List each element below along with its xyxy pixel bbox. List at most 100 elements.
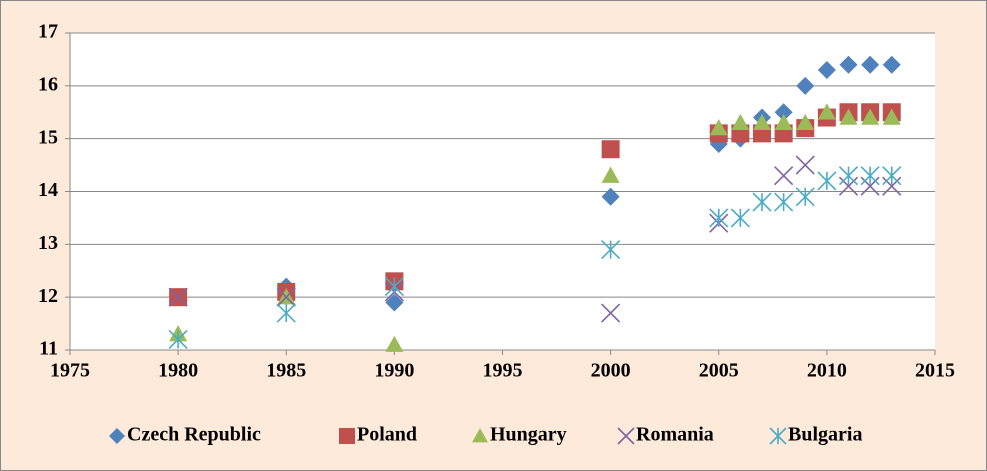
triangle <box>753 113 771 131</box>
triangle <box>882 108 901 125</box>
marker <box>168 287 188 307</box>
diamond <box>601 187 620 206</box>
cross <box>774 166 794 186</box>
cross <box>709 208 729 228</box>
marker <box>601 166 620 183</box>
marker <box>861 55 880 74</box>
marker <box>774 113 793 131</box>
marker <box>882 55 901 74</box>
marker <box>276 287 296 307</box>
marker <box>753 113 771 131</box>
diamond <box>817 60 836 79</box>
marker <box>617 427 635 445</box>
marker <box>774 166 794 186</box>
cross <box>752 192 772 212</box>
legend-label: Czech Republic <box>127 424 261 446</box>
marker <box>730 208 750 228</box>
triangle <box>472 428 488 443</box>
cross <box>276 303 296 323</box>
x-tick-label: 1995 <box>483 360 523 382</box>
cross <box>817 171 837 191</box>
marker <box>774 192 794 212</box>
marker <box>882 166 902 186</box>
triangle <box>817 103 836 120</box>
cross <box>601 303 621 323</box>
diamond <box>839 55 858 74</box>
marker <box>109 428 125 444</box>
marker <box>839 55 858 74</box>
cross <box>168 329 188 349</box>
x-tick-label: 1990 <box>374 360 414 382</box>
legend-label: Bulgaria <box>788 424 862 446</box>
cross <box>384 277 404 297</box>
triangle <box>731 113 750 131</box>
x-tick-label: 2010 <box>807 360 847 382</box>
cross <box>276 287 296 307</box>
marker <box>339 428 355 444</box>
cross <box>617 427 635 445</box>
diamond <box>861 55 880 74</box>
square <box>339 428 355 444</box>
cross <box>860 176 880 196</box>
cross <box>168 287 188 307</box>
y-tick-label: 14 <box>38 179 58 201</box>
diamond <box>796 76 815 95</box>
marker <box>882 108 901 125</box>
diamond <box>882 55 901 74</box>
x-tick-label: 1975 <box>50 360 90 382</box>
marker <box>795 155 815 175</box>
triangle <box>796 113 815 131</box>
y-tick-label: 17 <box>38 21 58 43</box>
marker <box>752 192 772 212</box>
marker <box>601 140 620 159</box>
marker <box>817 171 837 191</box>
y-tick-label: 13 <box>38 232 58 254</box>
legend-label: Hungary <box>490 424 567 446</box>
triangle <box>709 119 728 136</box>
cross <box>860 166 880 186</box>
marker <box>601 240 621 260</box>
x-tick-label: 2015 <box>915 360 955 382</box>
marker <box>384 277 404 297</box>
marker <box>385 293 404 312</box>
marker <box>861 108 880 125</box>
cross <box>838 176 859 196</box>
y-tick-label: 12 <box>38 285 58 307</box>
diamond <box>109 428 125 444</box>
marker <box>709 208 729 228</box>
triangle <box>839 108 858 125</box>
x-tick-label: 1980 <box>158 360 198 382</box>
cross <box>601 240 621 260</box>
marker <box>838 176 859 196</box>
marker <box>385 335 404 352</box>
marker <box>817 60 836 79</box>
x-tick-label: 2000 <box>591 360 631 382</box>
marker <box>860 166 880 186</box>
marker <box>472 428 488 443</box>
marker <box>601 303 621 323</box>
triangle <box>601 166 620 183</box>
triangle <box>861 108 880 125</box>
cross <box>795 155 815 175</box>
marker <box>838 166 859 186</box>
marker <box>795 187 815 207</box>
y-tick-label: 15 <box>38 126 58 148</box>
marker <box>817 103 836 120</box>
cross <box>838 166 859 186</box>
legend-label: Romania <box>636 424 714 446</box>
marker <box>839 108 858 125</box>
diamond <box>385 293 404 312</box>
cross <box>882 166 902 186</box>
y-tick-label: 16 <box>38 73 58 95</box>
marker <box>860 176 880 196</box>
marker <box>168 329 188 349</box>
marker <box>276 303 296 323</box>
marker <box>796 76 815 95</box>
marker <box>774 103 793 122</box>
marker <box>731 113 750 131</box>
marker <box>709 119 728 136</box>
square <box>601 140 620 159</box>
cross <box>795 187 815 207</box>
x-tick-label: 2005 <box>699 360 739 382</box>
